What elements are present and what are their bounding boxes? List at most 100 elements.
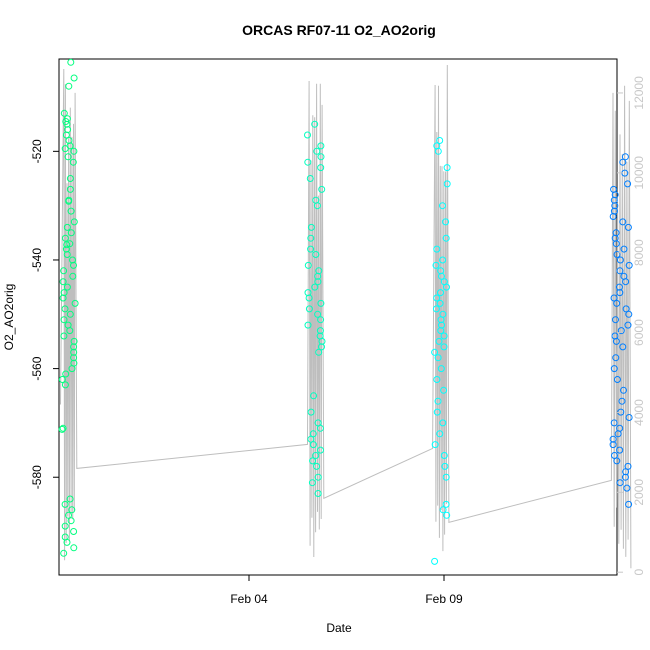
data-point (441, 462, 449, 470)
data-point (434, 354, 442, 362)
data-point (304, 158, 312, 166)
data-point (616, 479, 624, 487)
data-point (61, 145, 69, 153)
data-point (620, 245, 628, 253)
data-point (314, 490, 322, 497)
data-point (443, 164, 451, 172)
data-point (612, 316, 619, 324)
data-point (442, 473, 450, 481)
data-point (610, 294, 618, 302)
data-point (625, 500, 633, 508)
data-point (304, 131, 311, 139)
data-point (624, 180, 632, 188)
data-point (307, 234, 315, 242)
data-point (613, 376, 621, 383)
data-point (439, 506, 447, 514)
data-point (63, 241, 71, 249)
data-point (436, 137, 444, 144)
data-point (610, 419, 618, 427)
data-point (431, 557, 439, 565)
data-point (306, 175, 314, 182)
data-point (613, 299, 621, 307)
plot-frame (58, 58, 618, 576)
data-point (307, 408, 315, 416)
data-point (621, 153, 629, 161)
data-point (66, 310, 74, 318)
data-point (70, 528, 78, 535)
altitude-line (60, 64, 632, 569)
right-tick-label: 12000 (632, 76, 646, 110)
data-point (314, 272, 322, 280)
data-point (312, 251, 320, 258)
x-axis-label: Date (326, 621, 352, 635)
data-point (431, 348, 439, 356)
data-point (60, 549, 68, 557)
right-tick-label: 0 (632, 569, 646, 576)
altitude-line-layer (60, 64, 632, 569)
data-point (614, 430, 622, 438)
data-point (610, 365, 618, 373)
data-point (67, 229, 75, 237)
data-point (317, 164, 325, 172)
data-point (314, 278, 322, 286)
data-point (318, 343, 325, 351)
data-point (442, 500, 450, 508)
data-point (436, 299, 444, 307)
data-point (70, 74, 78, 82)
data-point (621, 473, 629, 481)
data-point (308, 479, 316, 487)
data-point (443, 180, 451, 188)
data-point (305, 294, 313, 302)
data-point (622, 468, 630, 476)
data-point (439, 256, 447, 264)
data-point (317, 142, 325, 150)
data-point (314, 310, 322, 318)
data-point (609, 435, 617, 443)
data-point (317, 316, 325, 324)
data-point (437, 289, 444, 297)
data-point (62, 370, 70, 378)
data-point (624, 321, 632, 329)
data-point (609, 213, 617, 220)
data-point (613, 457, 621, 465)
right-tick-label: 6000 (632, 319, 646, 346)
data-point (304, 321, 312, 329)
data-point (431, 441, 439, 449)
data-point (59, 424, 67, 432)
data-point (58, 376, 66, 383)
data-point (63, 538, 71, 546)
data-point (436, 430, 444, 438)
data-point (66, 240, 74, 248)
data-point (316, 424, 324, 432)
data-point (440, 386, 448, 394)
data-point (612, 354, 620, 362)
data-point (318, 185, 326, 193)
data-point (60, 316, 68, 324)
data-point (440, 452, 448, 459)
y-tick-label: -560 (30, 356, 44, 380)
data-point (443, 511, 451, 519)
data-point (60, 267, 68, 275)
data-point (622, 278, 630, 286)
data-point (68, 365, 76, 373)
data-point (613, 251, 621, 258)
data-point (63, 283, 71, 291)
data-point (616, 446, 624, 454)
data-point (60, 109, 68, 117)
data-point (617, 327, 625, 335)
data-point (61, 500, 69, 508)
data-point (61, 305, 69, 313)
data-point (616, 289, 624, 297)
data-point (432, 261, 440, 269)
data-point (63, 223, 71, 231)
data-point (609, 441, 617, 449)
data-point (316, 327, 324, 335)
data-point (61, 381, 69, 389)
data-point (433, 245, 441, 253)
x-tick-label: Feb 09 (425, 592, 463, 606)
data-point (67, 58, 75, 66)
data-point (63, 120, 71, 128)
chart-title: ORCAS RF07-11 O2_AO2orig (242, 22, 436, 38)
data-point (433, 408, 441, 416)
